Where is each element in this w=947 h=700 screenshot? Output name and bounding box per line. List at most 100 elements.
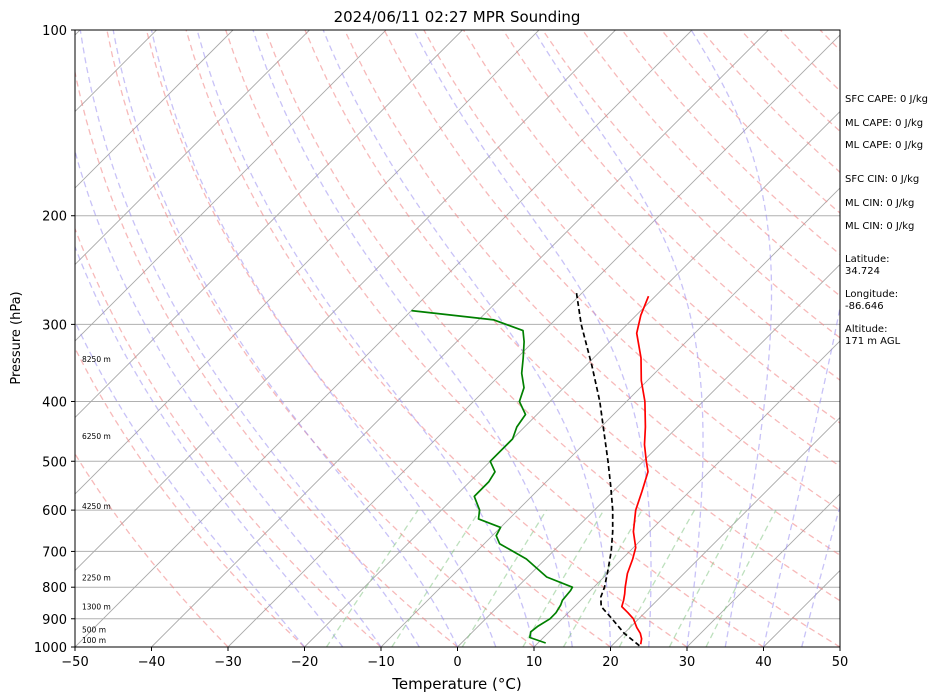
sfc-cin-text: SFC CIN: 0 J/kg (845, 174, 919, 185)
x-tick-label: 10 (526, 655, 543, 670)
height-label: 1300 m (82, 603, 111, 612)
y-tick-label: 200 (42, 210, 67, 225)
mixing-ratio-line (522, 509, 605, 647)
mixing-ratio-line (668, 509, 743, 647)
isotherm-line (75, 30, 463, 419)
plot-frame (74, 29, 841, 648)
mixing-ratio-line (325, 509, 419, 647)
height-label: 500 m (82, 626, 106, 635)
y-tick-label: 800 (42, 581, 67, 596)
y-tick-label: 600 (42, 504, 67, 519)
ml-cape-text: ML CAPE: 0 J/kg (845, 118, 923, 129)
isotherm-line (75, 30, 387, 342)
moist-adiabat-line (413, 30, 652, 647)
chart-title: 2024/06/11 02:27 MPR Sounding (334, 8, 581, 26)
moist-adiabat-line (252, 30, 573, 647)
axes: 100 200 300 400 500 600 700 800 900 1000−50 −40 −30… (34, 24, 848, 670)
y-tick-label: 700 (42, 545, 67, 560)
y-tick-label: 500 (42, 455, 67, 470)
dry-adiabat-line (75, 452, 229, 647)
dry-adiabat-line (145, 30, 611, 647)
dry-adiabat-line (383, 30, 840, 512)
isotherm-line (686, 493, 840, 647)
moist-adiabat-line (150, 30, 497, 647)
dry-adiabat-line (75, 346, 305, 647)
x-tick-label: −50 (61, 655, 88, 670)
x-tick-label: 50 (832, 655, 849, 670)
x-tick-label: −30 (214, 655, 241, 670)
y-tick-label: 1000 (34, 641, 67, 656)
mixing-ratio-line (391, 509, 481, 647)
ml-cin-text-2: ML CIN: 0 J/kg (845, 221, 914, 232)
longitude-label: Longitude: (845, 289, 898, 300)
x-tick-label: −40 (138, 655, 165, 670)
x-tick-label: 20 (602, 655, 619, 670)
dry-adiabat-line (304, 30, 840, 602)
longitude-value: -86.646 (845, 301, 884, 312)
isotherm-line (75, 30, 540, 495)
latitude-label: Latitude: (845, 254, 890, 265)
isotherm-line (304, 110, 840, 647)
moist-adiabat-line (196, 30, 535, 647)
isotherm-line (75, 30, 616, 572)
dry-adiabat-line (75, 226, 382, 647)
ml-cape-text-2: ML CAPE: 0 J/kg (845, 140, 923, 151)
y-tick-label: 400 (42, 395, 67, 410)
sfc-cape-text: SFC CAPE: 0 J/kg (845, 94, 928, 105)
dewpoint-line (411, 309, 574, 644)
moist-adiabat-line (533, 30, 704, 647)
dry-adiabat-line (75, 69, 458, 647)
dry-adiabat-line (185, 30, 688, 647)
isotherm-line (75, 30, 693, 647)
x-tick-label: −20 (291, 655, 318, 670)
background-reference-lines (0, 30, 840, 647)
moist-adiabat-line (322, 30, 612, 647)
dry-adiabat-line (423, 30, 840, 468)
latitude-value: 34.724 (845, 266, 880, 277)
altitude-label: Altitude: (845, 324, 887, 335)
height-label: 8250 m (82, 355, 111, 364)
y-axis-label: Pressure (hPa) (9, 291, 24, 384)
isotherm-line (75, 30, 310, 266)
dry-adiabat-line (344, 30, 840, 556)
moist-adiabat-line (79, 30, 420, 647)
isotherm-line (0, 30, 4, 647)
isotherm-line (75, 30, 234, 189)
moist-adiabat-line (75, 148, 382, 647)
height-label: 2250 m (82, 573, 111, 582)
moist-adiabat-line (762, 304, 840, 647)
sounding-profiles (411, 290, 650, 647)
isotherm-line (380, 187, 840, 647)
side-panel: SFC CAPE: 0 J/kg ML CAPE: 0 J/kg ML CAPE… (845, 94, 928, 347)
dry-adiabat-line (106, 30, 535, 647)
ml-cin-text: ML CIN: 0 J/kg (845, 198, 914, 209)
parcel-profile-line (575, 290, 640, 647)
y-tick-label: 300 (42, 318, 67, 333)
isotherm-line (610, 416, 840, 647)
isotherm-line (533, 340, 840, 647)
height-label: 6250 m (82, 432, 111, 441)
mixing-ratio-line (461, 509, 548, 647)
x-axis-label: Temperature (°C) (391, 675, 521, 693)
moist-adiabat-line (801, 504, 840, 647)
moist-adiabat-line (690, 30, 773, 647)
temperature-line (620, 295, 650, 645)
x-tick-label: 30 (679, 655, 696, 670)
x-tick-label: 40 (755, 655, 772, 670)
height-label: 100 m (82, 636, 106, 645)
y-tick-label: 900 (42, 613, 67, 628)
isotherm-line (151, 30, 769, 647)
isotherm-line (227, 34, 840, 647)
altitude-value: 171 m AGL (845, 336, 901, 347)
x-tick-label: −10 (367, 655, 394, 670)
y-tick-label: 100 (42, 24, 67, 39)
moist-adiabat-line (112, 30, 459, 647)
isotherm-line (457, 263, 840, 647)
mixing-ratio-line (618, 509, 696, 647)
dry-adiabat-line (264, 30, 840, 647)
mixing-ratio-line (562, 509, 643, 647)
mixing-ratio-line (705, 509, 777, 647)
moist-adiabat-line (75, 244, 344, 647)
